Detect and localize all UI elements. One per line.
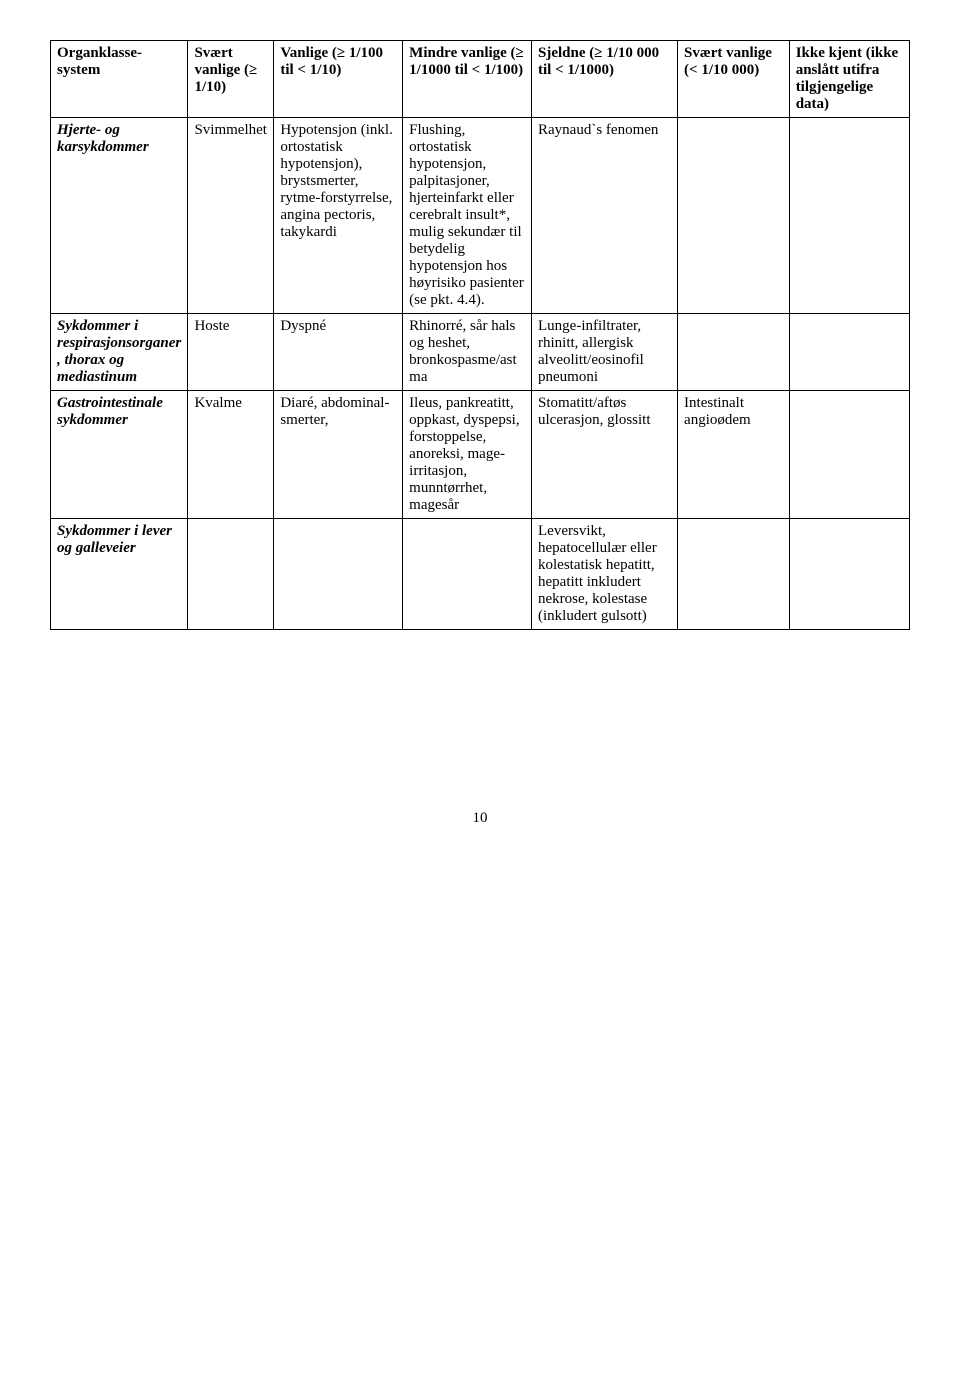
cell: Diaré, abdominal-smerter, xyxy=(274,391,403,519)
header-common: Vanlige (≥ 1/100 til < 1/10) xyxy=(274,41,403,118)
cell: Stomatitt/aftøs ulcerasjon, glossitt xyxy=(532,391,678,519)
cell: Dyspné xyxy=(274,314,403,391)
header-very-common: Svært vanlige (≥ 1/10) xyxy=(188,41,274,118)
cell xyxy=(678,118,790,314)
cell: Hoste xyxy=(188,314,274,391)
cell xyxy=(188,519,274,630)
header-rare: Sjeldne (≥ 1/10 000 til < 1/1000) xyxy=(532,41,678,118)
row-label: Gastrointestinale sykdommer xyxy=(51,391,188,519)
cell: Hypotensjon (inkl. ortostatisk hypotensj… xyxy=(274,118,403,314)
row-label: Hjerte- og karsykdommer xyxy=(51,118,188,314)
header-not-known: Ikke kjent (ikke anslått utifra tilgjeng… xyxy=(789,41,909,118)
cell: Leversvikt, hepatocellulær eller kolesta… xyxy=(532,519,678,630)
cell xyxy=(789,118,909,314)
header-very-rare: Svært vanlige (< 1/10 000) xyxy=(678,41,790,118)
cell xyxy=(789,519,909,630)
cell xyxy=(403,519,532,630)
cell xyxy=(274,519,403,630)
row-label: Sykdommer i respirasjonsorganer, thorax … xyxy=(51,314,188,391)
table-row: Hjerte- og karsykdommer Svimmelhet Hypot… xyxy=(51,118,910,314)
cell: Lunge-infiltrater, rhinitt, allergisk al… xyxy=(532,314,678,391)
cell: Kvalme xyxy=(188,391,274,519)
cell xyxy=(678,519,790,630)
header-uncommon: Mindre vanlige (≥ 1/1000 til < 1/100) xyxy=(403,41,532,118)
cell: Rhinorré, sår hals og heshet, bronkospas… xyxy=(403,314,532,391)
cell: Ileus, pankreatitt, oppkast, dyspepsi, f… xyxy=(403,391,532,519)
header-organ-system: Organklasse-system xyxy=(51,41,188,118)
table-header-row: Organklasse-system Svært vanlige (≥ 1/10… xyxy=(51,41,910,118)
cell xyxy=(789,314,909,391)
cell: Intestinalt angioødem xyxy=(678,391,790,519)
cell xyxy=(789,391,909,519)
adverse-effects-table: Organklasse-system Svært vanlige (≥ 1/10… xyxy=(50,40,910,630)
cell: Raynaud`s fenomen xyxy=(532,118,678,314)
cell xyxy=(678,314,790,391)
cell: Svimmelhet xyxy=(188,118,274,314)
row-label: Sykdommer i lever og galleveier xyxy=(51,519,188,630)
table-row: Sykdommer i lever og galleveier Leversvi… xyxy=(51,519,910,630)
cell: Flushing, ortostatisk hypotensjon, palpi… xyxy=(403,118,532,314)
table-row: Gastrointestinale sykdommer Kvalme Diaré… xyxy=(51,391,910,519)
page-number: 10 xyxy=(50,810,910,827)
table-row: Sykdommer i respirasjonsorganer, thorax … xyxy=(51,314,910,391)
